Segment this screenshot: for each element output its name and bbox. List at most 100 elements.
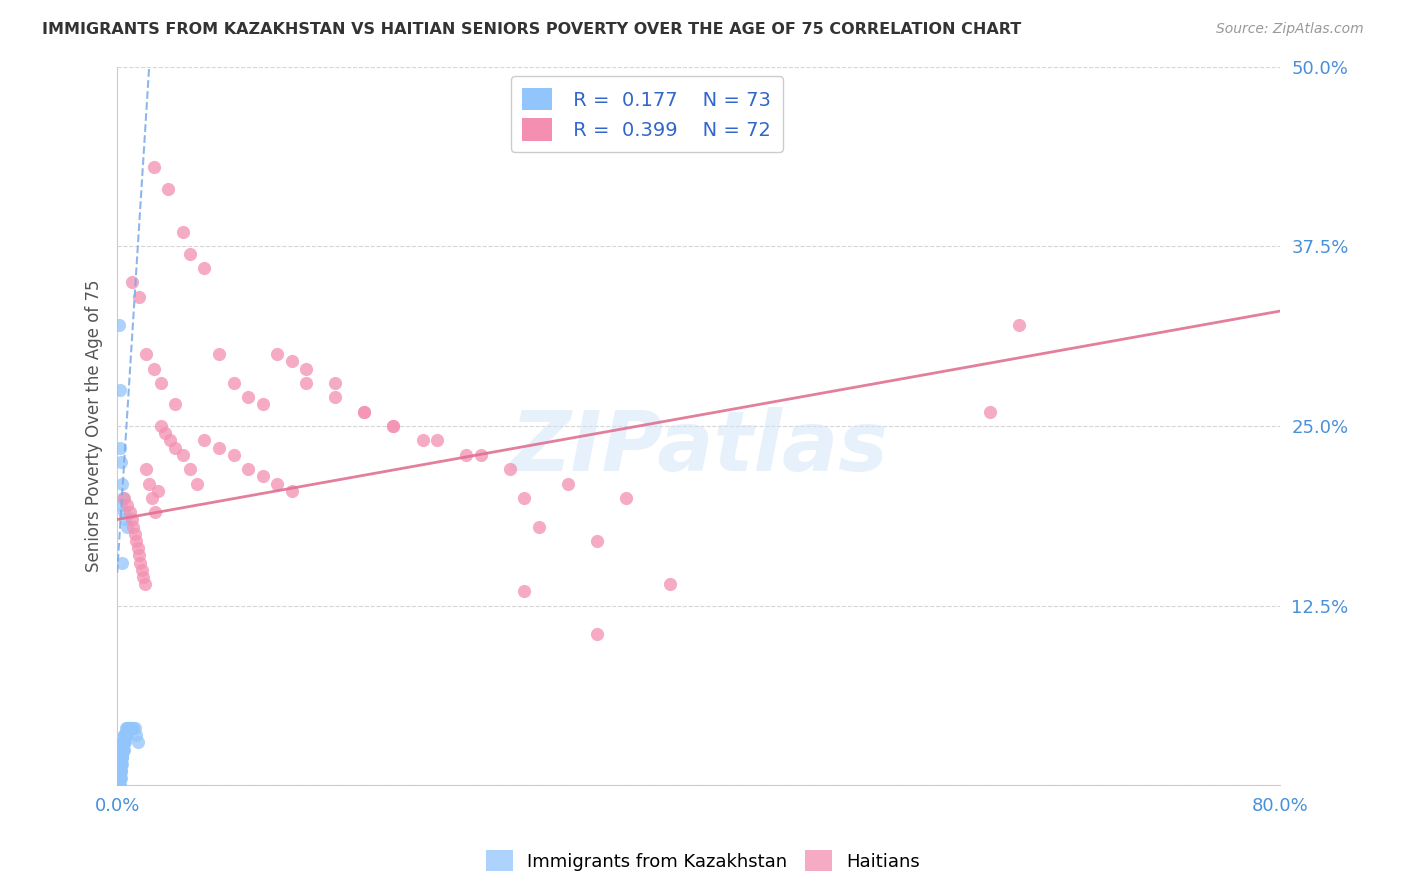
Point: [112, 742, 135, 756]
Point: [117, 728, 139, 742]
Point: [108, 764, 131, 778]
Point: [557, 476, 579, 491]
Point: [112, 505, 135, 519]
Point: [186, 476, 208, 491]
Point: [108, 779, 131, 793]
Point: [222, 376, 245, 390]
Point: [115, 728, 138, 742]
Point: [141, 491, 163, 505]
Point: [979, 404, 1001, 418]
Point: [111, 756, 134, 771]
Point: [108, 771, 131, 785]
Point: [110, 498, 132, 512]
Point: [266, 347, 288, 361]
Point: [128, 549, 150, 563]
Point: [110, 556, 132, 570]
Point: [120, 721, 142, 735]
Point: [412, 434, 434, 448]
Point: [172, 225, 194, 239]
Point: [138, 476, 160, 491]
Point: [110, 749, 132, 764]
Point: [124, 526, 146, 541]
Point: [157, 182, 180, 196]
Point: [353, 404, 375, 418]
Point: [127, 541, 149, 556]
Point: [117, 721, 139, 735]
Point: [149, 419, 172, 434]
Point: [499, 462, 522, 476]
Point: [252, 469, 274, 483]
Point: [115, 721, 138, 735]
Point: [110, 756, 132, 771]
Point: [129, 556, 152, 570]
Point: [295, 376, 318, 390]
Point: [658, 577, 681, 591]
Point: [586, 627, 609, 641]
Point: [134, 577, 156, 591]
Point: [131, 563, 153, 577]
Point: [353, 404, 375, 418]
Legend:  R =  0.177    N = 73,  R =  0.399    N = 72: R = 0.177 N = 73, R = 0.399 N = 72: [510, 77, 783, 153]
Point: [108, 771, 131, 785]
Point: [110, 441, 132, 455]
Point: [122, 721, 145, 735]
Point: [112, 735, 135, 749]
Point: [108, 779, 131, 793]
Point: [114, 735, 136, 749]
Point: [110, 771, 132, 785]
Point: [236, 462, 259, 476]
Point: [110, 764, 132, 778]
Point: [127, 735, 149, 749]
Point: [513, 491, 536, 505]
Text: ZIPatlas: ZIPatlas: [510, 407, 887, 488]
Point: [121, 275, 143, 289]
Point: [323, 390, 346, 404]
Point: [179, 462, 201, 476]
Point: [110, 756, 132, 771]
Point: [111, 742, 134, 756]
Point: [111, 749, 134, 764]
Point: [132, 570, 155, 584]
Point: [122, 519, 145, 533]
Point: [280, 354, 302, 368]
Point: [108, 318, 131, 333]
Point: [108, 764, 131, 778]
Point: [146, 483, 169, 498]
Point: [193, 434, 215, 448]
Point: [111, 742, 134, 756]
Point: [111, 735, 134, 749]
Point: [149, 376, 172, 390]
Text: IMMIGRANTS FROM KAZAKHSTAN VS HAITIAN SENIORS POVERTY OVER THE AGE OF 75 CORRELA: IMMIGRANTS FROM KAZAKHSTAN VS HAITIAN SE…: [42, 22, 1021, 37]
Point: [111, 742, 134, 756]
Point: [115, 519, 138, 533]
Point: [280, 483, 302, 498]
Point: [142, 160, 165, 174]
Point: [135, 347, 157, 361]
Point: [108, 756, 131, 771]
Point: [120, 721, 142, 735]
Point: [117, 498, 139, 512]
Point: [142, 361, 165, 376]
Point: [108, 764, 131, 778]
Point: [124, 721, 146, 735]
Point: [112, 735, 135, 749]
Point: [470, 448, 492, 462]
Point: [165, 441, 187, 455]
Point: [121, 512, 143, 526]
Point: [108, 771, 131, 785]
Point: [112, 491, 135, 505]
Point: [456, 448, 478, 462]
Point: [115, 721, 138, 735]
Point: [118, 721, 141, 735]
Point: [118, 721, 141, 735]
Point: [295, 361, 318, 376]
Point: [1007, 318, 1029, 333]
Point: [111, 749, 134, 764]
Point: [586, 534, 609, 549]
Point: [153, 426, 176, 441]
Point: [111, 735, 134, 749]
Point: [125, 728, 148, 742]
Point: [110, 756, 132, 771]
Point: [107, 771, 129, 785]
Point: [208, 441, 231, 455]
